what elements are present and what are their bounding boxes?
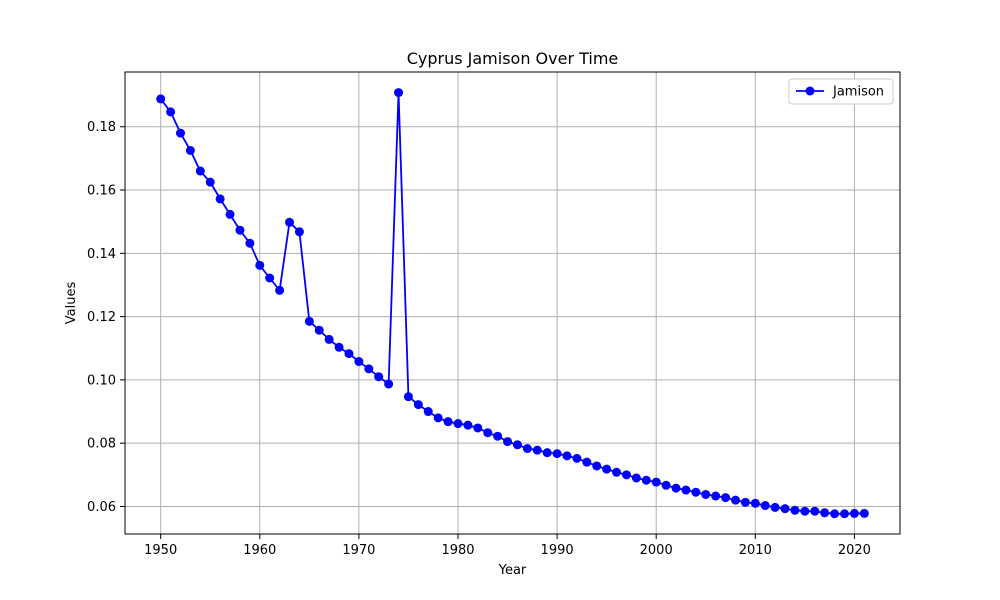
data-point [800,506,810,516]
data-point [255,260,265,270]
data-point [631,473,641,483]
data-point [532,445,542,455]
data-point [463,420,473,430]
data-point [483,428,493,438]
data-point [275,285,285,295]
x-tick-label: 1950 [144,543,177,558]
data-point [304,316,314,326]
data-point [453,419,463,429]
chart-title: Cyprus Jamison Over Time [407,49,619,68]
data-point [592,461,602,471]
data-point [612,467,622,477]
data-point [235,225,245,235]
data-point [443,417,453,427]
y-tick-label: 0.06 [87,500,116,515]
legend-label-jamison: Jamison [832,85,884,100]
plot-frame [124,71,901,535]
data-point [334,342,344,352]
data-point [780,504,790,514]
data-point [225,209,235,219]
data-point [740,497,750,507]
data-point [859,508,869,518]
data-point [324,334,334,344]
data-point [721,493,731,503]
legend-box [788,78,894,105]
data-point [661,480,671,490]
data-point [314,325,324,335]
data-point [760,501,770,511]
data-point [403,392,413,402]
data-point [810,506,820,516]
y-tick-label: 0.12 [87,310,116,325]
data-point [820,508,830,518]
data-point [701,489,711,499]
legend-marker-swatch [805,86,815,96]
data-point [562,451,572,461]
x-tick-label: 2020 [838,543,871,558]
data-point [711,491,721,501]
data-point [770,502,780,512]
axis-ticks: 1950 1960 1970 1980 1990 2000 2010 2020 0.06 0.08… [87,120,871,558]
y-axis-label: Values [64,282,79,325]
data-point [641,475,651,485]
series-jamison [156,88,869,519]
data-point [602,464,612,474]
data-point [830,509,840,519]
data-point [621,470,631,480]
data-point [512,440,522,450]
data-point [423,407,433,417]
legend: Jamison [788,78,894,105]
y-tick-label: 0.16 [87,184,116,199]
data-point [790,505,800,515]
data-point [384,379,394,389]
data-point [840,509,849,519]
data-point [215,194,225,204]
y-tick-label: 0.14 [87,247,116,262]
data-point [849,508,859,518]
data-point [681,485,691,495]
data-point [374,372,384,382]
data-point [205,177,215,187]
data-point [750,498,760,508]
data-point [413,400,423,410]
y-tick-label: 0.08 [87,437,116,452]
data-point [473,423,483,433]
y-tick-label: 0.18 [87,120,116,135]
data-point [166,107,176,117]
data-point [176,128,185,138]
data-point [582,457,592,467]
data-point [195,166,205,176]
data-point [493,431,503,441]
x-axis-label: Year [498,563,527,578]
data-point [156,94,166,104]
data-point [344,349,354,359]
data-point [691,487,701,497]
data-point [433,413,443,423]
data-point [552,449,562,459]
x-tick-label: 1990 [541,543,574,558]
data-point [522,444,532,454]
data-point [285,217,295,227]
data-point [245,238,255,248]
data-point [651,477,661,487]
data-point [503,437,513,447]
x-tick-label: 1980 [441,543,474,558]
data-point [671,483,681,493]
data-point [265,273,275,283]
x-tick-label: 1960 [243,543,276,558]
x-tick-label: 2010 [739,543,772,558]
data-point [185,145,195,155]
x-tick-label: 1970 [342,543,375,558]
data-point [364,364,374,374]
data-point [354,357,364,367]
data-point [572,453,582,463]
data-point [730,495,740,505]
data-point [394,88,404,98]
x-tick-label: 2000 [640,543,673,558]
y-tick-label: 0.10 [87,373,116,388]
data-point [294,227,304,237]
data-point [542,448,552,458]
